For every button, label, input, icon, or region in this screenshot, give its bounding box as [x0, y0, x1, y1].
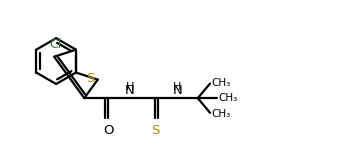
Text: H: H — [173, 82, 182, 92]
Text: S: S — [87, 72, 95, 85]
Text: Cl: Cl — [50, 38, 62, 51]
Text: CH₃: CH₃ — [212, 78, 231, 88]
Text: S: S — [151, 124, 159, 137]
Text: CH₃: CH₃ — [212, 109, 231, 119]
Text: H: H — [125, 82, 134, 92]
Text: N: N — [173, 84, 182, 97]
Text: O: O — [103, 124, 113, 137]
Text: N: N — [125, 84, 135, 97]
Text: CH₃: CH₃ — [218, 93, 238, 103]
